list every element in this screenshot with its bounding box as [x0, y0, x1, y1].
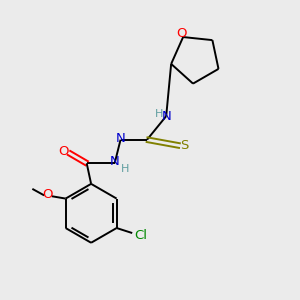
- Text: O: O: [58, 145, 69, 158]
- Text: N: N: [116, 132, 125, 145]
- Text: O: O: [43, 188, 53, 201]
- Text: H: H: [154, 109, 163, 119]
- Text: Cl: Cl: [134, 229, 148, 242]
- Text: S: S: [181, 139, 189, 152]
- Text: O: O: [176, 27, 187, 40]
- Text: N: N: [110, 155, 119, 168]
- Text: N: N: [161, 110, 171, 123]
- Text: H: H: [121, 164, 129, 173]
